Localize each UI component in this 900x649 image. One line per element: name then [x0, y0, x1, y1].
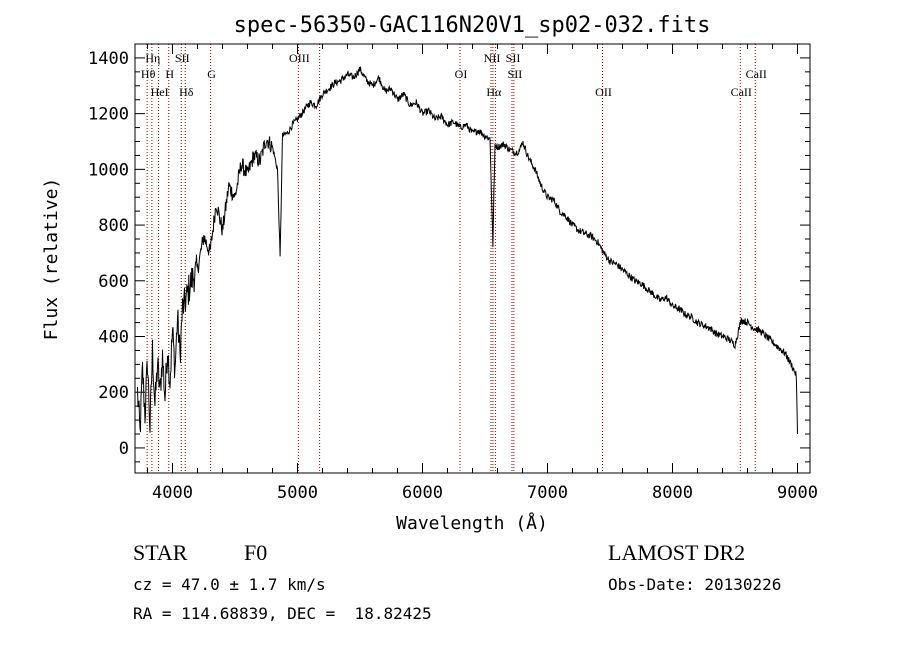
y-tick-label: 1000 [88, 160, 129, 180]
spectral-line-markers [146, 44, 756, 473]
y-tick-label: 0 [119, 439, 129, 459]
y-tick-label: 1200 [88, 105, 129, 125]
x-axis: 4000 5000 6000 7000 8000 9000 [147, 44, 818, 503]
y-tick-label: 400 [98, 328, 129, 348]
x-tick-label: 4000 [152, 483, 193, 503]
obs-date: Obs-Date: 20130226 [608, 575, 782, 594]
object-subclass: F0 [244, 540, 268, 565]
y-tick-label: 800 [98, 216, 129, 236]
spectral-line-label: Hα [486, 85, 502, 99]
spectral-line-label: HeI [151, 85, 169, 99]
redshift-text: cz = 47.0 ± 1.7 km/s [133, 575, 326, 594]
spectral-line-label: SII [508, 67, 523, 81]
spectral-line-label: SII [175, 51, 190, 65]
spectral-line-label: H [165, 67, 174, 81]
spectral-line-label: OI [455, 67, 468, 81]
x-tick-label: 5000 [277, 483, 318, 503]
spectral-line-label: CaII [746, 67, 767, 81]
x-tick-label: 8000 [652, 483, 693, 503]
survey-name: LAMOST DR2 [608, 540, 746, 565]
object-class: STAR [133, 540, 188, 565]
y-tick-label: 600 [98, 272, 129, 292]
x-tick-label: 7000 [527, 483, 568, 503]
y-tick-label: 1400 [88, 49, 129, 69]
x-axis-label: Wavelength (Å) [396, 512, 548, 534]
coordinates: RA = 114.68839, DEC = 18.82425 [133, 604, 432, 623]
y-axis: 0 200 400 600 800 1000 1200 1400 [88, 49, 810, 463]
spectral-line-label: OIII [289, 51, 310, 65]
spectral-line-label: OII [595, 85, 612, 99]
x-tick-label: 6000 [402, 483, 443, 503]
plot-frame [134, 43, 811, 474]
spectral-line-label: Hη [145, 51, 160, 65]
spectral-line-label: NII [484, 51, 501, 65]
y-axis-label: Flux (relative) [41, 178, 62, 341]
spectrum-line [137, 66, 798, 435]
chart-title: spec-56350-GAC116N20V1_sp02-032.fits [234, 13, 711, 38]
spectral-line-label: SII [506, 51, 521, 65]
spectral-line-label: CaII [731, 85, 752, 99]
spectral-line-label: Hδ [179, 85, 194, 99]
x-tick-label: 9000 [777, 483, 818, 503]
y-tick-label: 200 [98, 383, 129, 403]
spectral-line-label: Hθ [141, 67, 156, 81]
spectral-line-label: G [207, 67, 216, 81]
